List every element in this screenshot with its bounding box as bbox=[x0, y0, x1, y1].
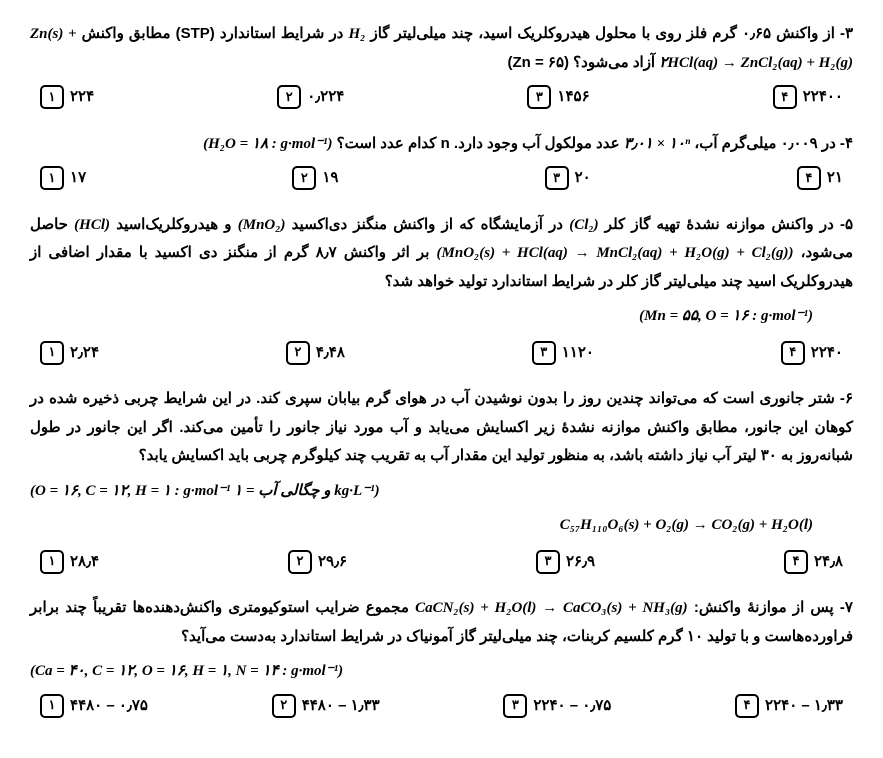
q3-gas: H₂ bbox=[348, 26, 365, 42]
question-3: ۳- از واکنش ۰٫۶۵ گرم فلز روی با محلول هی… bbox=[30, 20, 853, 112]
q3-tail: آزاد می‌شود؟ (Zn = ۶۵) bbox=[507, 54, 655, 71]
q7-opt1-val: ۴۴۸۰ – ۰٫۷۵ bbox=[70, 692, 148, 721]
opt-badge-4: ۴ bbox=[784, 550, 808, 574]
q6-opt2[interactable]: ۲۲۹٫۶ bbox=[288, 548, 347, 577]
q6-note-wrap: (O = ۱۶, C = ۱۲, H = ۱ : g·mol⁻¹ و چگالی… bbox=[30, 477, 853, 506]
opt-badge-2: ۲ bbox=[286, 341, 310, 365]
q5-l1c: و هیدروکلریک‌اسید bbox=[110, 216, 232, 233]
q5-note: (Mn = ۵۵, O = ۱۶ : g·mol⁻¹) bbox=[30, 302, 853, 331]
q5-mno2: (MnO₂) bbox=[238, 217, 286, 233]
opt-badge-2: ۲ bbox=[277, 85, 301, 109]
q6-opt4[interactable]: ۴۲۴٫۸ bbox=[784, 548, 843, 577]
q7-opt1[interactable]: ۱۴۴۸۰ – ۰٫۷۵ bbox=[40, 692, 148, 721]
q7-formula: CaCN₂(s) + H₂O(l) → CaCO₃(s) + NH₃(g) bbox=[415, 600, 688, 616]
q3-opt3-val: ۱۴۵۶ bbox=[557, 83, 589, 112]
q6-opt1-val: ۲۸٫۴ bbox=[70, 548, 99, 577]
q5-cl2: (Cl₂) bbox=[569, 217, 598, 233]
q6-text: ۶- شتر جانوری است که می‌تواند چندین روز … bbox=[30, 385, 853, 471]
opt-badge-4: ۴ bbox=[781, 341, 805, 365]
question-4: ۴- در ۰٫۰۰۹ میلی‌گرم آب، ۳٫۰۱ × ۱۰ⁿ عدد … bbox=[30, 130, 853, 193]
opt-badge-4: ۴ bbox=[735, 694, 759, 718]
q5-opt2[interactable]: ۲۴٫۴۸ bbox=[286, 339, 345, 368]
q6-opt3[interactable]: ۳۲۶٫۹ bbox=[536, 548, 595, 577]
q5-l1b: در آزمایشگاه که از واکنش منگنز دی‌اکسید bbox=[285, 216, 563, 233]
q7-opt2[interactable]: ۲۴۴۸۰ – ۱٫۳۳ bbox=[272, 692, 380, 721]
q4-opt3[interactable]: ۳۲۰ bbox=[545, 164, 591, 193]
q7-opt4[interactable]: ۴۲۲۴۰ – ۱٫۳۳ bbox=[735, 692, 843, 721]
question-5: ۵- در واکنش موازنه نشدهٔ تهیه گاز کلر (C… bbox=[30, 211, 853, 368]
opt-badge-1: ۱ bbox=[40, 341, 64, 365]
opt-badge-1: ۱ bbox=[40, 694, 64, 718]
q4-options: ۱۱۷ ۲۱۹ ۳۲۰ ۴۲۱ bbox=[30, 164, 853, 193]
q4-opt3-val: ۲۰ bbox=[575, 164, 591, 193]
q5-hcl: (HCl) bbox=[74, 217, 110, 233]
q3-opt4[interactable]: ۴۲۲۴۰۰ bbox=[773, 83, 843, 112]
q6-formula: C₅₇H₁₁₀O₆(s) + O₂(g) → CO₂(g) + H₂O(l) bbox=[30, 511, 853, 540]
q5-opt1[interactable]: ۱۲٫۲۴ bbox=[40, 339, 99, 368]
q3-part-b: در شرایط استاندارد (STP) مطابق واکنش bbox=[82, 25, 344, 42]
q3-opt2[interactable]: ۲۰٫۲۲۴ bbox=[277, 83, 344, 112]
q6-opt4-val: ۲۴٫۸ bbox=[814, 548, 843, 577]
q5-opt3[interactable]: ۳۱۱۲۰ bbox=[532, 339, 594, 368]
question-7: ۷- پس از موازنهٔ واکنش: CaCN₂(s) + H₂O(l… bbox=[30, 594, 853, 720]
opt-badge-3: ۳ bbox=[536, 550, 560, 574]
opt-badge-1: ۱ bbox=[40, 550, 64, 574]
q4-opt4-val: ۲۱ bbox=[827, 164, 843, 193]
opt-badge-2: ۲ bbox=[272, 694, 296, 718]
opt-badge-3: ۳ bbox=[527, 85, 551, 109]
q7-opt3-val: ۲۲۴۰ – ۰٫۷۵ bbox=[533, 692, 611, 721]
q3-opt4-val: ۲۲۴۰۰ bbox=[803, 83, 843, 112]
q7-text: ۷- پس از موازنهٔ واکنش: CaCN₂(s) + H₂O(l… bbox=[30, 594, 853, 651]
q5-opt2-val: ۴٫۴۸ bbox=[316, 339, 345, 368]
q4-opt2[interactable]: ۲۱۹ bbox=[292, 164, 338, 193]
q4-opt4[interactable]: ۴۲۱ bbox=[797, 164, 843, 193]
q7-opt2-val: ۴۴۸۰ – ۱٫۳۳ bbox=[302, 692, 380, 721]
q3-options: ۱۲۲۴ ۲۰٫۲۲۴ ۳۱۴۵۶ ۴۲۲۴۰۰ bbox=[30, 83, 853, 112]
q7-opt4-val: ۲۲۴۰ – ۱٫۳۳ bbox=[765, 692, 843, 721]
q7-a: ۷- پس از موازنهٔ واکنش: bbox=[688, 599, 853, 616]
opt-badge-3: ۳ bbox=[503, 694, 527, 718]
question-6: ۶- شتر جانوری است که می‌تواند چندین روز … bbox=[30, 385, 853, 576]
q4-note: (H₂O = ۱۸ : g·mol⁻¹) bbox=[203, 130, 332, 159]
opt-badge-1: ۱ bbox=[40, 85, 64, 109]
q6-opt3-val: ۲۶٫۹ bbox=[566, 548, 595, 577]
q5-options: ۱۲٫۲۴ ۲۴٫۴۸ ۳۱۱۲۰ ۴۲۲۴۰ bbox=[30, 339, 853, 368]
q5-opt4-val: ۲۲۴۰ bbox=[811, 339, 843, 368]
q4-opt1-val: ۱۷ bbox=[70, 164, 86, 193]
q7-note-wrap: (Ca = ۴۰, C = ۱۲, O = ۱۶, H = ۱, N = ۱۴ … bbox=[30, 657, 853, 686]
q6-opt2-val: ۲۹٫۶ bbox=[318, 548, 347, 577]
q3-opt1[interactable]: ۱۲۲۴ bbox=[40, 83, 94, 112]
q5-opt3-val: ۱۱۲۰ bbox=[562, 339, 594, 368]
q7-options: ۱۴۴۸۰ – ۰٫۷۵ ۲۴۴۸۰ – ۱٫۳۳ ۳۲۲۴۰ – ۰٫۷۵ ۴… bbox=[30, 692, 853, 721]
q4-a: ۴- در ۰٫۰۰۹ میلی‌گرم آب، bbox=[690, 135, 853, 152]
q4-b: عدد مولکول آب وجود دارد. n کدام عدد است؟ bbox=[333, 135, 620, 152]
q5-l1a: ۵- در واکنش موازنه نشدهٔ تهیه گاز کلر bbox=[599, 216, 853, 233]
q4-opt1[interactable]: ۱۱۷ bbox=[40, 164, 86, 193]
q5-opt4[interactable]: ۴۲۲۴۰ bbox=[781, 339, 843, 368]
q6-opt1[interactable]: ۱۲۸٫۴ bbox=[40, 548, 99, 577]
opt-badge-2: ۲ bbox=[288, 550, 312, 574]
q5-opt1-val: ۲٫۲۴ bbox=[70, 339, 99, 368]
q6-note: (O = ۱۶, C = ۱۲, H = ۱ : g·mol⁻¹ و چگالی… bbox=[30, 477, 380, 506]
q6-options: ۱۲۸٫۴ ۲۲۹٫۶ ۳۲۶٫۹ ۴۲۴٫۸ bbox=[30, 548, 853, 577]
q3-opt2-val: ۰٫۲۲۴ bbox=[307, 83, 344, 112]
q7-opt3[interactable]: ۳۲۲۴۰ – ۰٫۷۵ bbox=[503, 692, 611, 721]
opt-badge-4: ۴ bbox=[797, 166, 821, 190]
opt-badge-2: ۲ bbox=[292, 166, 316, 190]
opt-badge-4: ۴ bbox=[773, 85, 797, 109]
q4-text: ۴- در ۰٫۰۰۹ میلی‌گرم آب، ۳٫۰۱ × ۱۰ⁿ عدد … bbox=[30, 130, 853, 159]
q3-opt3[interactable]: ۳۱۴۵۶ bbox=[527, 83, 589, 112]
q3-part-a: ۳- از واکنش ۰٫۶۵ گرم فلز روی با محلول هی… bbox=[365, 25, 853, 42]
opt-badge-3: ۳ bbox=[532, 341, 556, 365]
q5-text: ۵- در واکنش موازنه نشدهٔ تهیه گاز کلر (C… bbox=[30, 211, 853, 297]
q3-text: ۳- از واکنش ۰٫۶۵ گرم فلز روی با محلول هی… bbox=[30, 20, 853, 77]
q4-mid: ۳٫۰۱ × ۱۰ⁿ bbox=[624, 136, 690, 152]
q3-opt1-val: ۲۲۴ bbox=[70, 83, 94, 112]
q5-formula: (MnO₂(s) + HCl(aq) → MnCl₂(aq) + H₂O(g) … bbox=[437, 245, 794, 261]
opt-badge-3: ۳ bbox=[545, 166, 569, 190]
q7-note: (Ca = ۴۰, C = ۱۲, O = ۱۶, H = ۱, N = ۱۴ … bbox=[30, 657, 343, 686]
opt-badge-1: ۱ bbox=[40, 166, 64, 190]
q4-opt2-val: ۱۹ bbox=[322, 164, 338, 193]
